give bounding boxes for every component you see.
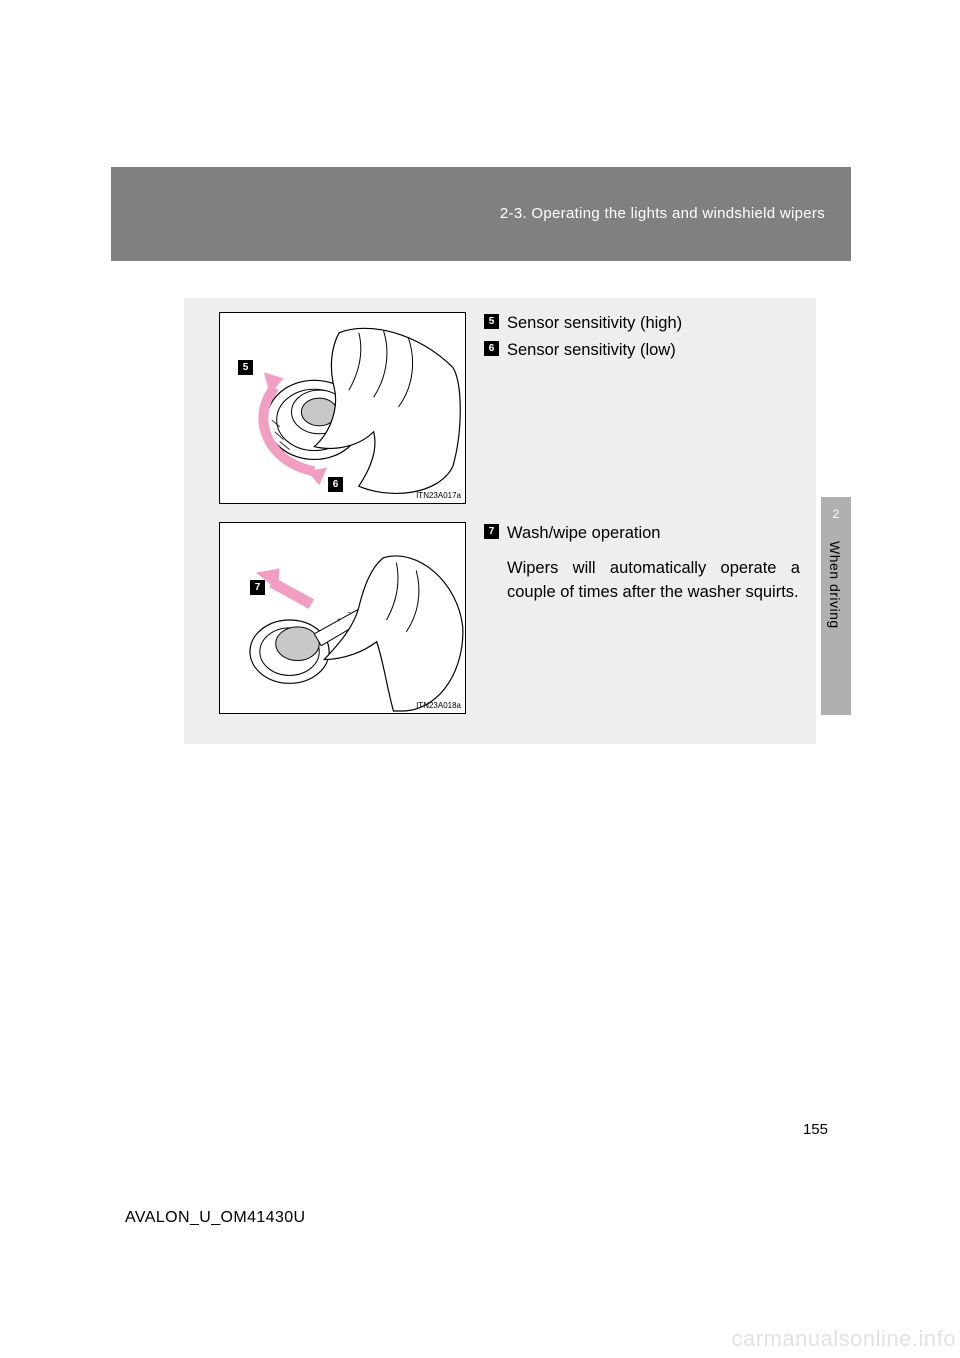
svg-text:−: − <box>347 610 351 617</box>
item-text: Sensor sensitivity (high) <box>507 312 682 334</box>
section-header-bar: 2-3. Operating the lights and windshield… <box>111 167 851 261</box>
item-text: Sensor sensitivity (low) <box>507 339 676 361</box>
section-header-text: 2-3. Operating the lights and windshield… <box>500 205 825 222</box>
illustration-knob-rotate <box>220 313 465 503</box>
item-badge-7: 7 <box>484 524 499 539</box>
chapter-label: When driving <box>827 541 843 629</box>
manual-page: 2-3. Operating the lights and windshield… <box>0 0 960 1358</box>
content-panel: 5 6 ITN23A017a 5 Sensor sensitivity (hig… <box>184 298 816 744</box>
item-subtext: Wipers will automatically operate a coup… <box>507 556 800 604</box>
list-item: 6 Sensor sensitivity (low) <box>484 339 800 361</box>
chapter-number: 2 <box>821 507 851 521</box>
figure1-description: 5 Sensor sensitivity (high) 6 Sensor sen… <box>484 312 800 366</box>
figure-wash-wipe: + − 7 ITN23A018a <box>219 522 466 714</box>
figure-id-label: ITN23A018a <box>416 701 461 710</box>
callout-badge-6: 6 <box>328 477 343 492</box>
item-badge-5: 5 <box>484 314 499 329</box>
figure2-description: 7 Wash/wipe operation Wipers will automa… <box>484 522 800 604</box>
watermark-text: carmanualsonline.info <box>731 1326 956 1352</box>
list-item: 5 Sensor sensitivity (high) <box>484 312 800 334</box>
illustration-stalk-pull: + − <box>220 523 465 713</box>
item-badge-6: 6 <box>484 341 499 356</box>
list-item: 7 Wash/wipe operation <box>484 522 800 544</box>
callout-badge-7: 7 <box>250 580 265 595</box>
page-number: 155 <box>803 1121 828 1138</box>
figure-sensor-sensitivity: 5 6 ITN23A017a <box>219 312 466 504</box>
chapter-side-tab: 2 When driving <box>821 497 851 715</box>
callout-badge-5: 5 <box>238 360 253 375</box>
svg-text:+: + <box>337 617 341 624</box>
figure-id-label: ITN23A017a <box>416 491 461 500</box>
document-code: AVALON_U_OM41430U <box>125 1209 306 1227</box>
item-text: Wash/wipe operation <box>507 522 660 544</box>
